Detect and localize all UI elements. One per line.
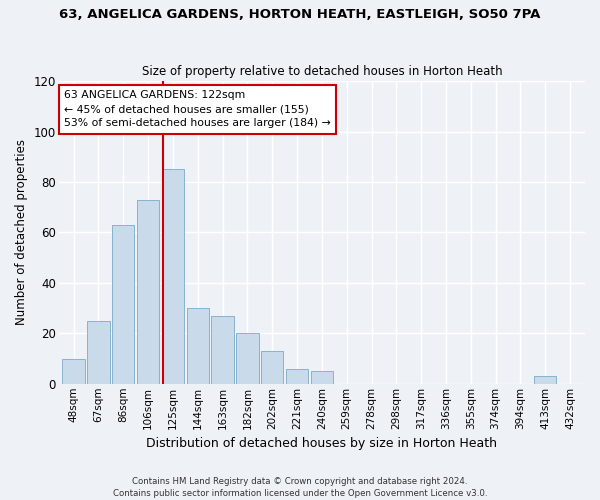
Bar <box>211 316 234 384</box>
Title: Size of property relative to detached houses in Horton Heath: Size of property relative to detached ho… <box>142 66 502 78</box>
Text: Contains HM Land Registry data © Crown copyright and database right 2024.
Contai: Contains HM Land Registry data © Crown c… <box>113 476 487 498</box>
Bar <box>311 371 333 384</box>
Text: 63, ANGELICA GARDENS, HORTON HEATH, EASTLEIGH, SO50 7PA: 63, ANGELICA GARDENS, HORTON HEATH, EAST… <box>59 8 541 20</box>
Bar <box>87 320 110 384</box>
Bar <box>236 334 259 384</box>
Bar <box>112 225 134 384</box>
Bar <box>534 376 556 384</box>
Bar <box>137 200 159 384</box>
Bar <box>261 351 283 384</box>
Text: 63 ANGELICA GARDENS: 122sqm
← 45% of detached houses are smaller (155)
53% of se: 63 ANGELICA GARDENS: 122sqm ← 45% of det… <box>64 90 331 128</box>
Bar <box>62 358 85 384</box>
Bar <box>187 308 209 384</box>
X-axis label: Distribution of detached houses by size in Horton Heath: Distribution of detached houses by size … <box>146 437 497 450</box>
Bar <box>162 170 184 384</box>
Bar <box>286 368 308 384</box>
Y-axis label: Number of detached properties: Number of detached properties <box>15 140 28 326</box>
